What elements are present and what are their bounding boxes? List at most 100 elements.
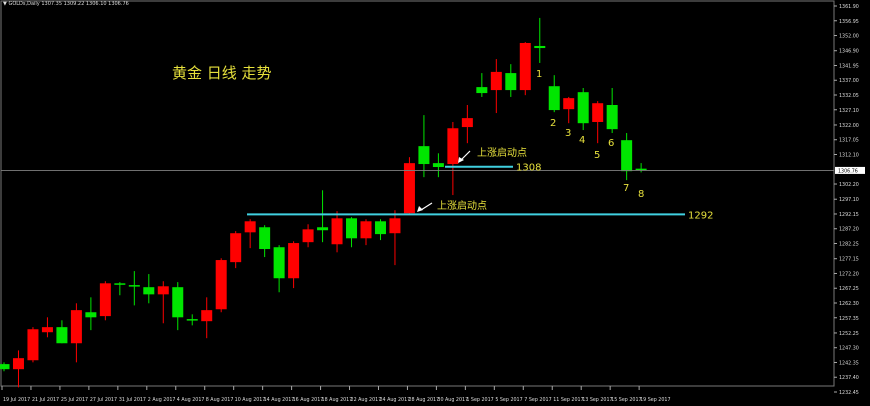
bear-candle: [374, 221, 386, 235]
bear-candle: [534, 45, 546, 49]
bear-candle: [418, 146, 430, 165]
y-tick-label: 1277.15: [839, 257, 859, 263]
bear-candle: [186, 319, 198, 321]
bear-candle: [606, 104, 618, 130]
x-tick-label: 19 Sep 2017: [640, 397, 670, 403]
x-tick-label: 31 Jul 2017: [119, 397, 146, 403]
y-tick-label: 1322.00: [839, 123, 859, 129]
bull-candle: [490, 71, 502, 91]
bull-candle: [215, 260, 227, 310]
bear-candle: [317, 227, 329, 231]
bull-candle: [519, 42, 531, 91]
arrow-icon: [460, 150, 471, 161]
y-tick-label: 1327.10: [839, 108, 859, 114]
symbol-label: GOLDs,Daily: [8, 1, 40, 7]
bull-candle: [403, 163, 415, 214]
y-tick-label: 1287.20: [839, 227, 859, 233]
bear-candle: [85, 312, 97, 318]
bear-candle: [577, 92, 589, 124]
chart-frame: [0, 0, 835, 387]
start-point-label: 上涨启动点: [437, 199, 487, 212]
y-tick-label: 1232.45: [839, 390, 859, 396]
x-tick-label: 11 Sep 2017: [553, 397, 583, 403]
x-tick-label: 7 Sep 2017: [524, 397, 551, 403]
y-tick-label: 1267.25: [839, 286, 859, 292]
x-tick-label: 30 Aug 2017: [437, 397, 468, 403]
candles: [0, 17, 647, 388]
plot-border: [0, 0, 835, 387]
arrow-head-icon: [417, 206, 423, 212]
chart-title-annotation: 黄金 日线 走势: [172, 64, 272, 82]
bear-candle: [505, 73, 517, 91]
bear-candle: [432, 163, 444, 168]
x-tick-label: 16 Aug 2017: [293, 397, 324, 403]
bull-candle: [302, 229, 314, 243]
bull-candle: [563, 98, 575, 110]
x-tick-label: 5 Sep 2017: [495, 397, 522, 403]
x-tick-label: 4 Aug 2017: [177, 397, 205, 403]
bull-candle: [331, 218, 343, 245]
y-tick-label: 1247.30: [839, 346, 859, 352]
x-tick-label: 13 Sep 2017: [582, 397, 612, 403]
bull-candle: [360, 221, 372, 239]
y-tick-label: 1341.95: [839, 63, 859, 69]
bull-candle: [41, 327, 53, 333]
y-tick-label: 1237.40: [839, 375, 859, 381]
bear-candle: [143, 287, 155, 295]
wave-label: 1: [536, 69, 542, 80]
x-tick-label: 25 Jul 2017: [61, 397, 88, 403]
x-tick-label: 15 Sep 2017: [611, 397, 641, 403]
bear-candle: [476, 87, 488, 94]
y-tick-label: 1257.35: [839, 316, 859, 322]
bear-candle: [172, 287, 184, 318]
bull-candle: [230, 233, 242, 263]
x-tick-label: 8 Aug 2017: [206, 397, 234, 403]
y-tick-label: 1317.05: [839, 138, 859, 144]
current-price-tag: [835, 166, 865, 174]
bear-candle: [273, 247, 285, 279]
bull-candle: [461, 118, 473, 128]
bull-candle: [99, 283, 111, 317]
arrow-icon: [420, 202, 433, 211]
x-tick-label: 18 Aug 2017: [322, 397, 353, 403]
level-label-1308: 1308: [516, 163, 541, 174]
wave-label: 3: [565, 128, 571, 139]
y-tick-label: 1312.10: [839, 152, 859, 158]
bull-candle: [201, 310, 213, 322]
x-tick-label: 14 Aug 2017: [264, 397, 295, 403]
x-tick-label: 19 Jul 2017: [3, 397, 30, 403]
y-tick-label: 1282.25: [839, 242, 859, 248]
y-tick-label: 1262.30: [839, 301, 859, 307]
bull-candle: [389, 218, 401, 234]
x-tick-label: 28 Aug 2017: [408, 397, 439, 403]
bear-candle: [128, 285, 140, 287]
ohlc-readout: 1307.35 1309.22 1306.10 1306.76: [41, 1, 129, 7]
y-tick-label: 1242.35: [839, 360, 859, 366]
bull-candle: [447, 128, 459, 165]
triangle-down-icon[interactable]: ▼: [3, 1, 7, 7]
price-axis[interactable]: 1361.90 1356.95 1352.00 1346.90 1341.95 1337.…: [834, 4, 859, 396]
bear-candle: [635, 168, 647, 171]
y-tick-label: 1337.00: [839, 78, 859, 84]
y-tick-label: 1356.95: [839, 19, 859, 25]
arrow-head-icon: [458, 157, 464, 163]
wave-label: 8: [638, 189, 644, 200]
time-axis[interactable]: 19 Jul 2017 21 Jul 2017 25 Jul 2017 27 Jul …: [1, 386, 671, 403]
bull-candle: [12, 358, 24, 370]
bull-candle: [27, 329, 39, 361]
x-tick-label: 2 Aug 2017: [148, 397, 176, 403]
y-tick-label: 1302.20: [839, 182, 859, 188]
bear-candle: [114, 283, 126, 285]
start-point-label: 上涨启动点: [477, 146, 527, 159]
wave-label: 4: [579, 135, 585, 146]
bull-candle: [157, 286, 169, 295]
x-tick-label: 21 Jul 2017: [32, 397, 59, 403]
y-tick-label: 1292.15: [839, 212, 859, 218]
x-tick-label: 1 Sep 2017: [466, 397, 493, 403]
bear-candle: [346, 218, 358, 239]
y-tick-label: 1352.00: [839, 34, 859, 40]
wave-label: 2: [550, 118, 556, 129]
bear-candle: [548, 86, 560, 111]
